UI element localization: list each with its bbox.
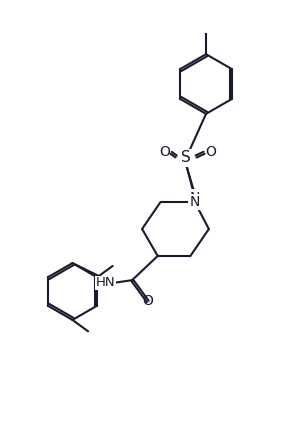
Text: O: O (159, 145, 170, 159)
Text: O: O (142, 294, 153, 309)
Text: N: N (189, 191, 200, 205)
Text: S: S (181, 150, 191, 165)
Text: HN: HN (95, 277, 115, 290)
Text: N: N (189, 195, 200, 209)
Text: O: O (205, 145, 216, 159)
